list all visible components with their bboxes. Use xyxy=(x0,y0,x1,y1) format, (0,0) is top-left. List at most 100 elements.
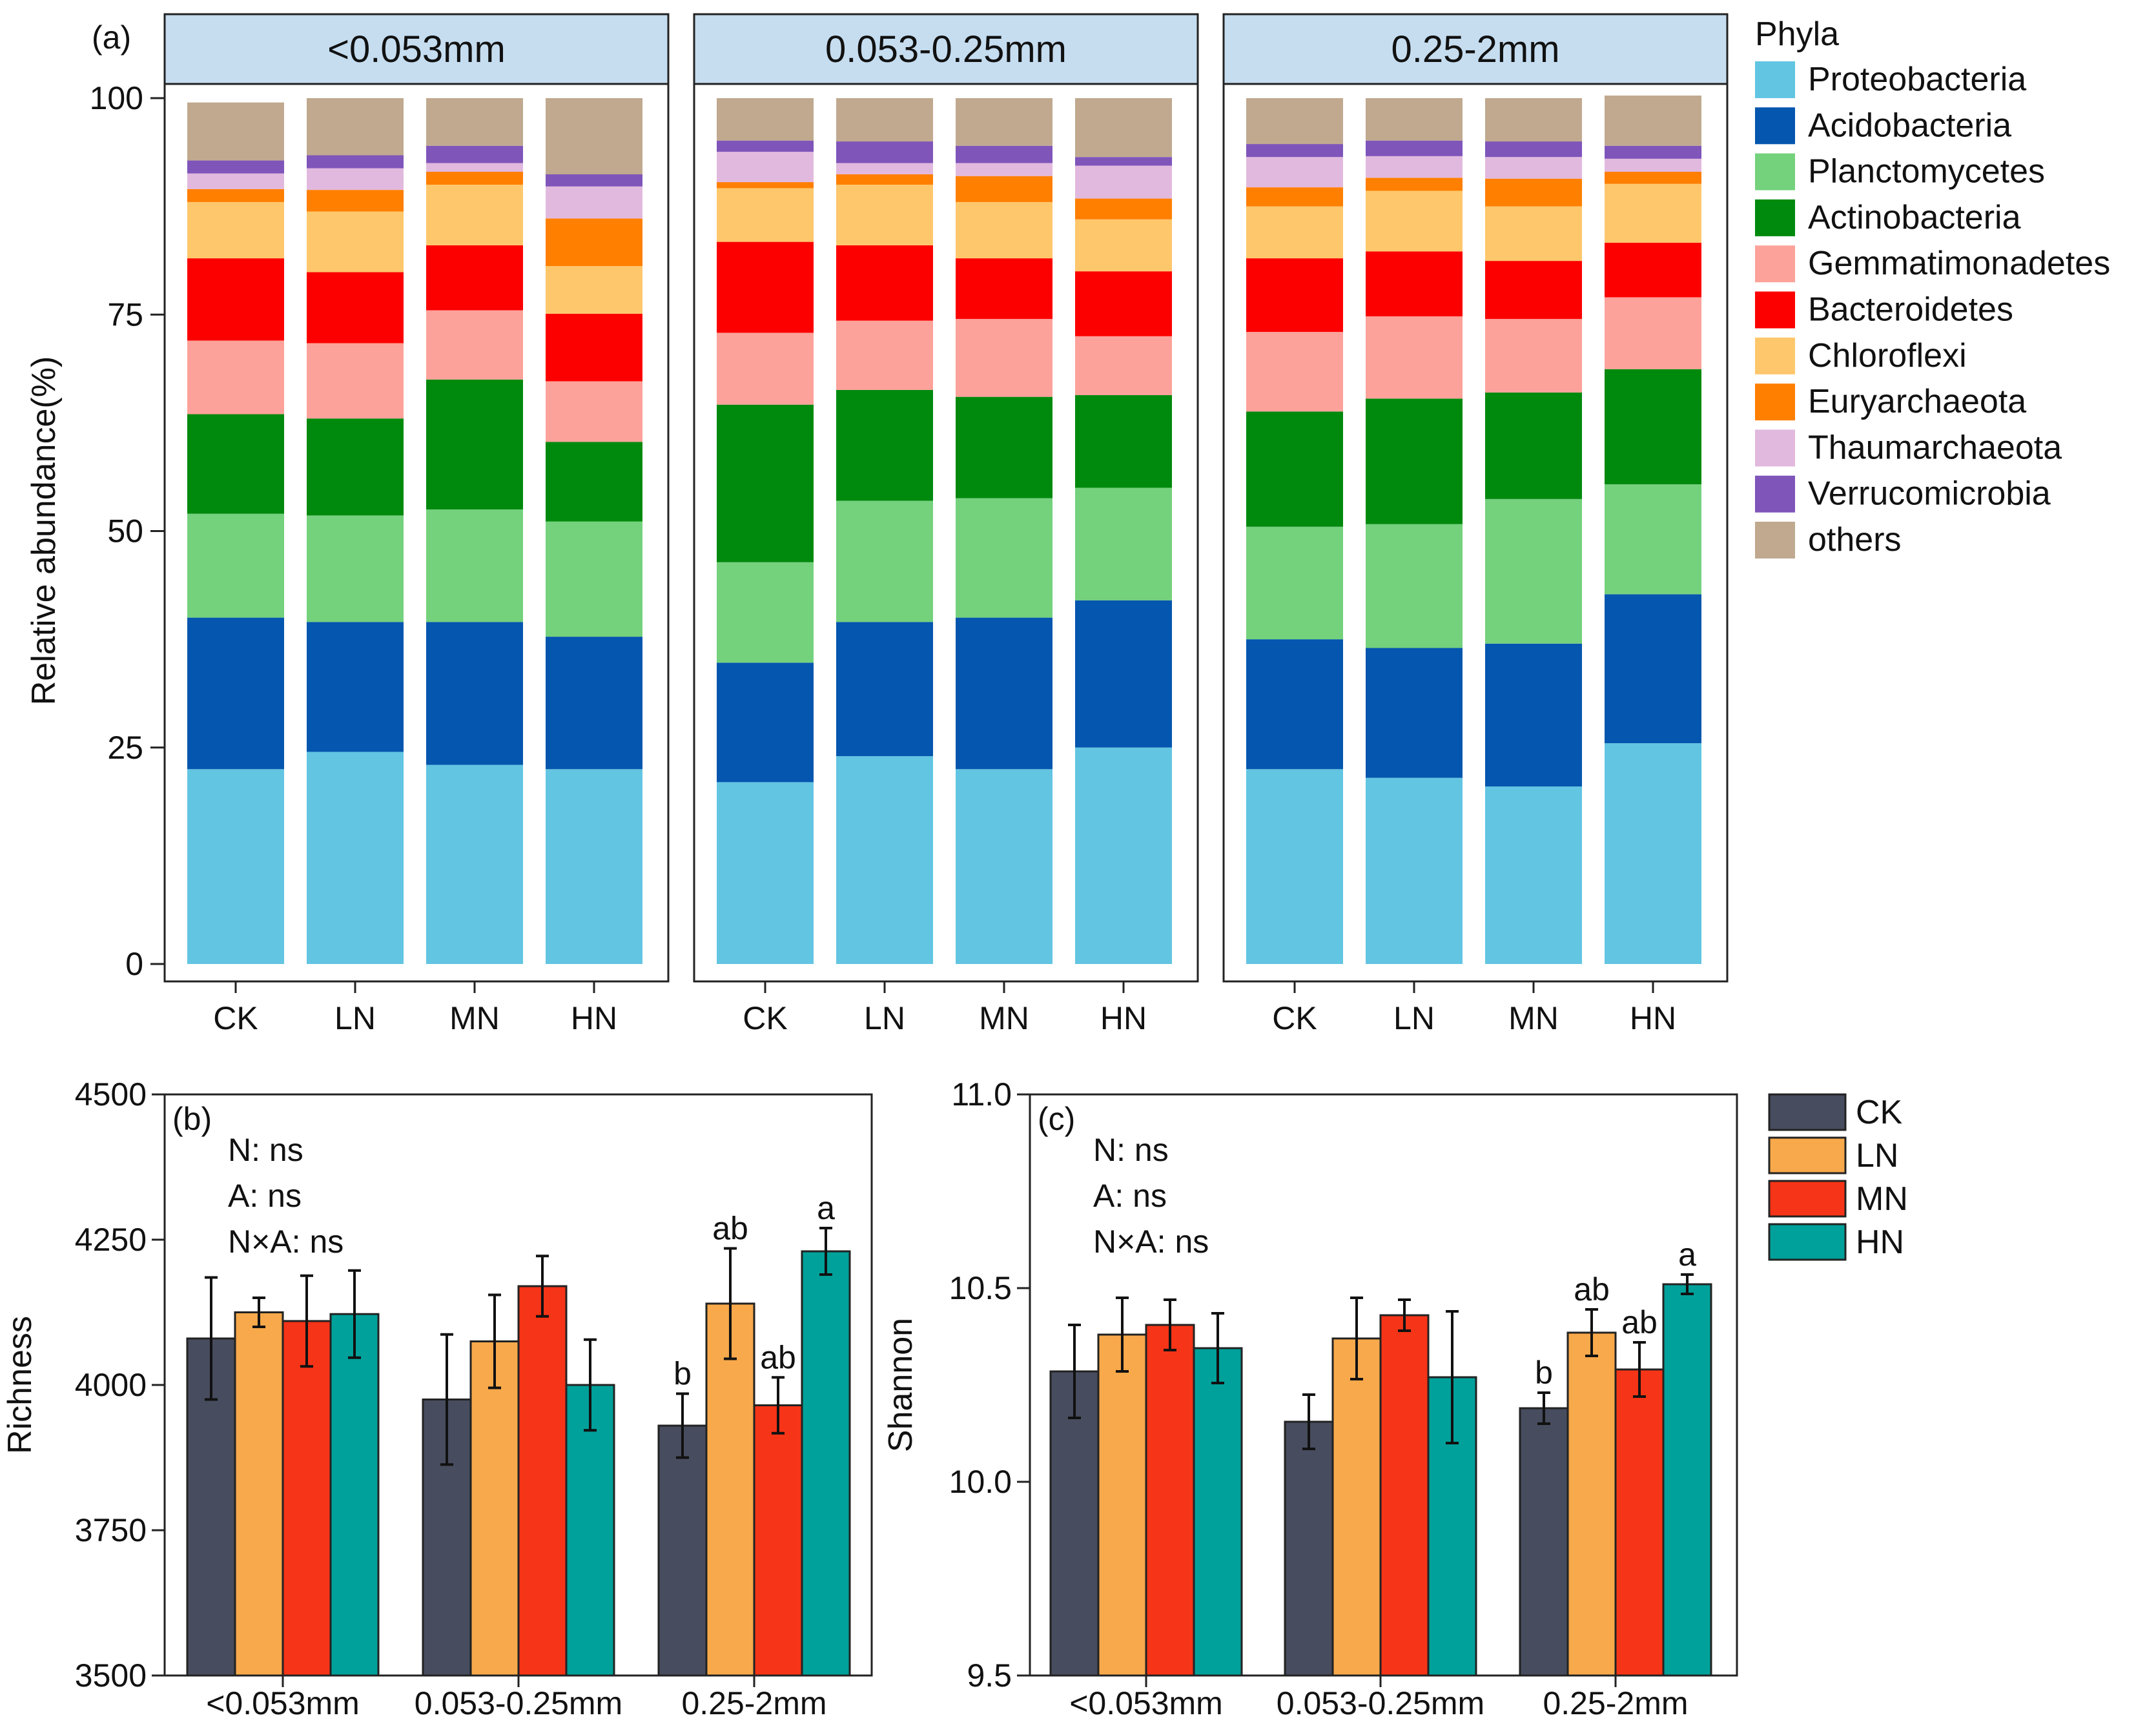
legend-entry: Gemmatimonadetes xyxy=(1808,245,2110,282)
stacked-bar-segment xyxy=(426,163,523,172)
y-tick-label: 10.0 xyxy=(949,1464,1012,1500)
legend-entry: Chloroflexi xyxy=(1808,337,1967,374)
stacked-bar-segment xyxy=(717,152,814,183)
bar-ln xyxy=(1566,1331,1617,1677)
panel-b-richness-chart: <0.053mm 0.053-0.25mm b ab ab a 0.25-2mm 3500 37… xyxy=(1,1076,873,1721)
stacked-bar-segment xyxy=(1075,600,1172,748)
stacked-bar-segment xyxy=(1605,145,1701,159)
stacked-bar-segment xyxy=(1246,526,1343,640)
panel-label: (b) xyxy=(172,1101,212,1137)
stacked-bar-segment xyxy=(1075,198,1172,220)
stacked-bar-segment xyxy=(187,102,284,161)
stacked-bar-segment xyxy=(956,617,1052,770)
stacked-bar-segment xyxy=(1485,157,1582,179)
legend-swatch xyxy=(1755,107,1795,145)
stacked-bar-segment xyxy=(1605,171,1701,184)
stacked-bar-segment xyxy=(307,272,404,343)
stacked-bar-segment xyxy=(1485,392,1582,499)
stacked-bar-segment xyxy=(1485,98,1582,142)
legend-swatch-hn xyxy=(1768,1223,1847,1261)
y-tick-label-a: 50 xyxy=(107,513,143,549)
stacked-bar-segment xyxy=(836,174,933,185)
legend-entry: Verrucomicrobia xyxy=(1808,475,2051,513)
stacked-bar-segment xyxy=(426,379,523,509)
bar-hn xyxy=(801,1250,851,1677)
stacked-bar-segment xyxy=(187,414,284,514)
stacked-bar-segment xyxy=(717,662,814,783)
stacked-bar-segment xyxy=(717,404,814,562)
stacked-bar-segment xyxy=(1485,261,1582,319)
stacked-bar-segment xyxy=(1366,648,1463,778)
y-tick-label: 9.5 xyxy=(967,1657,1012,1694)
y-axis-label-a: Relative abundance(%) xyxy=(25,356,63,706)
x-tick-label-a: HN xyxy=(1100,1000,1147,1036)
legend-title: Phyla xyxy=(1755,15,1839,53)
x-tick-label-a: LN xyxy=(864,1000,905,1036)
stacked-bar-segment xyxy=(1605,158,1701,172)
stacked-bar-segment xyxy=(426,245,523,311)
stacked-bar-segment xyxy=(426,509,523,622)
legend-entry: Acidobacteria xyxy=(1808,107,2011,144)
legend-swatch xyxy=(1755,522,1795,559)
legend-swatch-ck xyxy=(1768,1093,1847,1131)
stacked-bar-segment xyxy=(1246,157,1343,188)
y-tick-label: 3500 xyxy=(75,1657,147,1694)
stacked-bar-segment xyxy=(187,513,284,618)
x-tick-label-a: HN xyxy=(571,1000,617,1036)
significance-letter: ab xyxy=(1621,1304,1658,1340)
stacked-bar-segment xyxy=(307,418,404,516)
phyla-legend: Phyla Proteobacteria Acidobacteria Planctom… xyxy=(1755,15,2110,559)
y-tick-label: 4000 xyxy=(75,1367,147,1403)
stat-annotation: N: ns xyxy=(228,1132,303,1168)
panel-c-shannon-chart: <0.053mm 0.053-0.25mmbababa0.25-2mm9.510.… xyxy=(882,1076,1738,1721)
stacked-bar-segment xyxy=(1075,157,1172,166)
stacked-bar-segment xyxy=(1075,271,1172,336)
y-tick-label-a: 100 xyxy=(90,80,143,116)
legend-swatch-mn xyxy=(1768,1180,1847,1218)
x-tick-label-a: LN xyxy=(334,1000,376,1036)
stacked-bar-segment xyxy=(1246,206,1343,259)
stacked-bar-segment xyxy=(1605,297,1701,369)
stacked-bar-segment xyxy=(1075,747,1172,964)
significance-letter: ab xyxy=(712,1211,748,1247)
stacked-bar-segment xyxy=(1246,144,1343,158)
bar-mn xyxy=(1614,1368,1665,1677)
stacked-bar-segment xyxy=(1366,316,1463,399)
bar-ln xyxy=(234,1311,284,1677)
x-tick-label-a: MN xyxy=(449,1000,500,1036)
legend-entry: HN xyxy=(1856,1224,1904,1261)
stacked-bar-segment xyxy=(187,258,284,341)
stacked-bar-segment xyxy=(717,241,814,333)
stacked-bar-segment xyxy=(426,185,523,245)
stacked-bar-segment xyxy=(187,769,284,964)
stacked-bar-segment xyxy=(1246,639,1343,770)
legend-entry: others xyxy=(1808,521,1902,559)
bar-ln xyxy=(1331,1337,1382,1677)
stacked-bar-segment xyxy=(546,313,642,382)
bar-hn xyxy=(1662,1283,1712,1677)
stacked-bar-segment xyxy=(1605,242,1701,298)
stacked-bar-segment xyxy=(546,218,642,267)
stacked-bar-segment xyxy=(1605,369,1701,485)
plot-frame xyxy=(1029,1093,1738,1677)
y-tick-label-a: 25 xyxy=(107,730,143,766)
stacked-bar-segment xyxy=(1366,251,1463,316)
legend-entry: Thaumarchaeota xyxy=(1808,429,2062,466)
treatment-legend: CK LN MN HN xyxy=(1768,1093,1908,1261)
significance-letter: b xyxy=(1535,1355,1553,1391)
stacked-bar-segment xyxy=(187,617,284,770)
legend-swatch-ln xyxy=(1768,1136,1847,1174)
stacked-bar-segment xyxy=(836,320,933,390)
bar-mn xyxy=(753,1404,803,1677)
stacked-bar-segment xyxy=(1366,777,1463,964)
stacked-bar-segment xyxy=(956,258,1052,319)
y-axis-label: Shannon xyxy=(882,1318,919,1452)
stacked-bar-segment xyxy=(1366,524,1463,648)
legend-entry: Euryarchaeota xyxy=(1808,383,2026,420)
y-tick-label-a: 0 xyxy=(125,946,143,982)
stacked-bar-segment xyxy=(1485,318,1582,393)
stacked-bar-segment xyxy=(717,182,814,189)
stacked-bar-segment xyxy=(836,756,933,964)
stacked-bar-segment xyxy=(426,764,523,964)
stacked-bar-segment xyxy=(307,168,404,190)
